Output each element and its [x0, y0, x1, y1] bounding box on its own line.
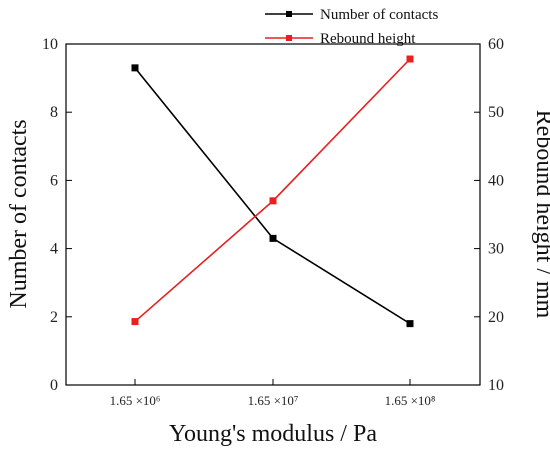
- legend-marker-rebound: [286, 35, 292, 41]
- series-1-point: [406, 55, 414, 63]
- series-0-point: [131, 64, 139, 72]
- series-0-point: [406, 320, 414, 328]
- x-tick-label: 1.65 ×10⁶: [110, 393, 161, 408]
- x-tick-label: 1.65 ×10⁸: [385, 393, 436, 408]
- y-left-tick-label: 0: [50, 377, 58, 394]
- y-right-tick-label: 40: [488, 172, 504, 189]
- y-left-tick-label: 2: [50, 309, 58, 326]
- series-layer: [131, 55, 414, 328]
- legend-marker-contacts: [286, 11, 292, 17]
- series-1-point: [269, 197, 277, 205]
- y-right-tick-label: 60: [488, 36, 504, 53]
- axes: 0 2 4 6 8 10 10 20 30 40 50 60 1.65 ×10⁶ 1.65 ×10⁷ 1.6…: [42, 36, 504, 408]
- series-1-point: [131, 318, 139, 326]
- legend-label-rebound: Rebound height: [320, 31, 416, 47]
- y-axis-left-label: Number of contacts: [6, 119, 32, 308]
- legend: Number of contacts Rebound height: [265, 7, 438, 47]
- y-left-tick-label: 4: [50, 241, 58, 258]
- y-right-tick-label: 20: [488, 309, 504, 326]
- y-right-tick-label: 50: [488, 104, 504, 121]
- legend-label-contacts: Number of contacts: [320, 7, 438, 23]
- series-line-1: [134, 58, 411, 323]
- y-axis-right-label: Rebound height / mm: [531, 110, 550, 319]
- plot-frame: [65, 43, 481, 386]
- y-right-tick-label: 30: [488, 241, 504, 258]
- y-left-tick-label: 8: [50, 104, 58, 121]
- y-left-tick-label: 10: [42, 36, 58, 53]
- x-axis-label: Young's modulus / Pa: [169, 421, 377, 447]
- x-tick-label: 1.65 ×10⁷: [248, 393, 299, 408]
- y-left-tick-label: 6: [50, 172, 58, 189]
- y-right-tick-label: 10: [488, 377, 504, 394]
- series-0-point: [269, 234, 277, 242]
